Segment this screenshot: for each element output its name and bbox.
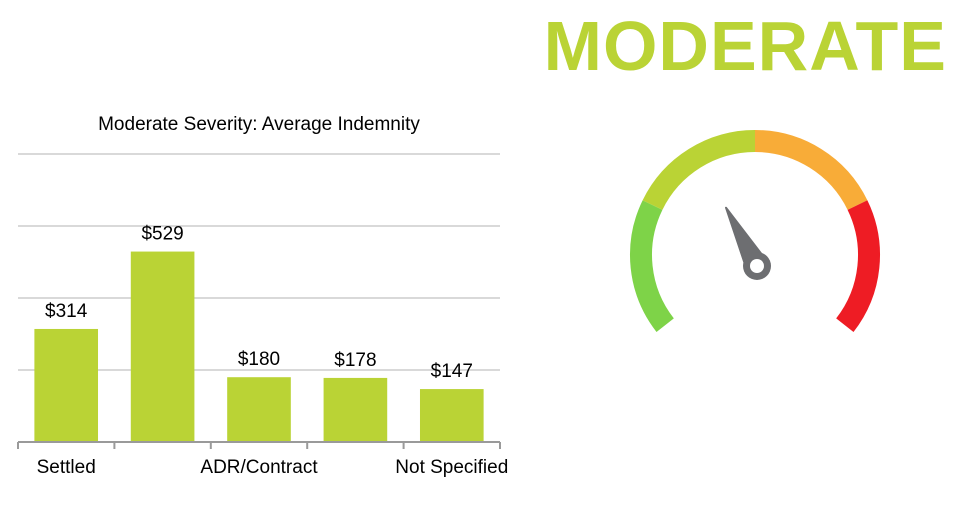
bar bbox=[419, 389, 484, 442]
bar-data-label: $178 bbox=[334, 350, 376, 371]
bar-data-label: $314 bbox=[45, 301, 88, 322]
chart-title: Moderate Severity: Average Indemnity bbox=[98, 114, 420, 135]
x-tick-label: Settled bbox=[37, 457, 96, 478]
gauge-segment bbox=[835, 200, 880, 332]
bar-data-label: $147 bbox=[431, 361, 473, 382]
bar bbox=[227, 377, 291, 442]
chart-bars: $314 $529 $180 $178 $147 bbox=[34, 224, 484, 442]
bar bbox=[130, 251, 195, 442]
gauge-segment bbox=[754, 130, 868, 211]
bar bbox=[34, 328, 99, 442]
bar bbox=[323, 377, 388, 442]
x-tick-label: Not Specified bbox=[395, 457, 508, 478]
gauge-hub-center bbox=[750, 259, 764, 273]
gauge-segment bbox=[630, 200, 675, 332]
x-tick-label: ADR/Contract bbox=[200, 457, 318, 478]
speedometer-icon bbox=[630, 130, 880, 332]
bar-data-label: $529 bbox=[141, 224, 183, 245]
severity-headline: MODERATE bbox=[543, 7, 947, 85]
gauge-segment bbox=[642, 130, 756, 211]
bar-chart: Moderate Severity: Average Indemnity $31… bbox=[17, 114, 508, 478]
chart-gridlines bbox=[18, 153, 500, 371]
bar-data-label: $180 bbox=[238, 349, 280, 370]
chart-x-axis: Settled ADR/Contract Not Specified bbox=[17, 441, 508, 478]
